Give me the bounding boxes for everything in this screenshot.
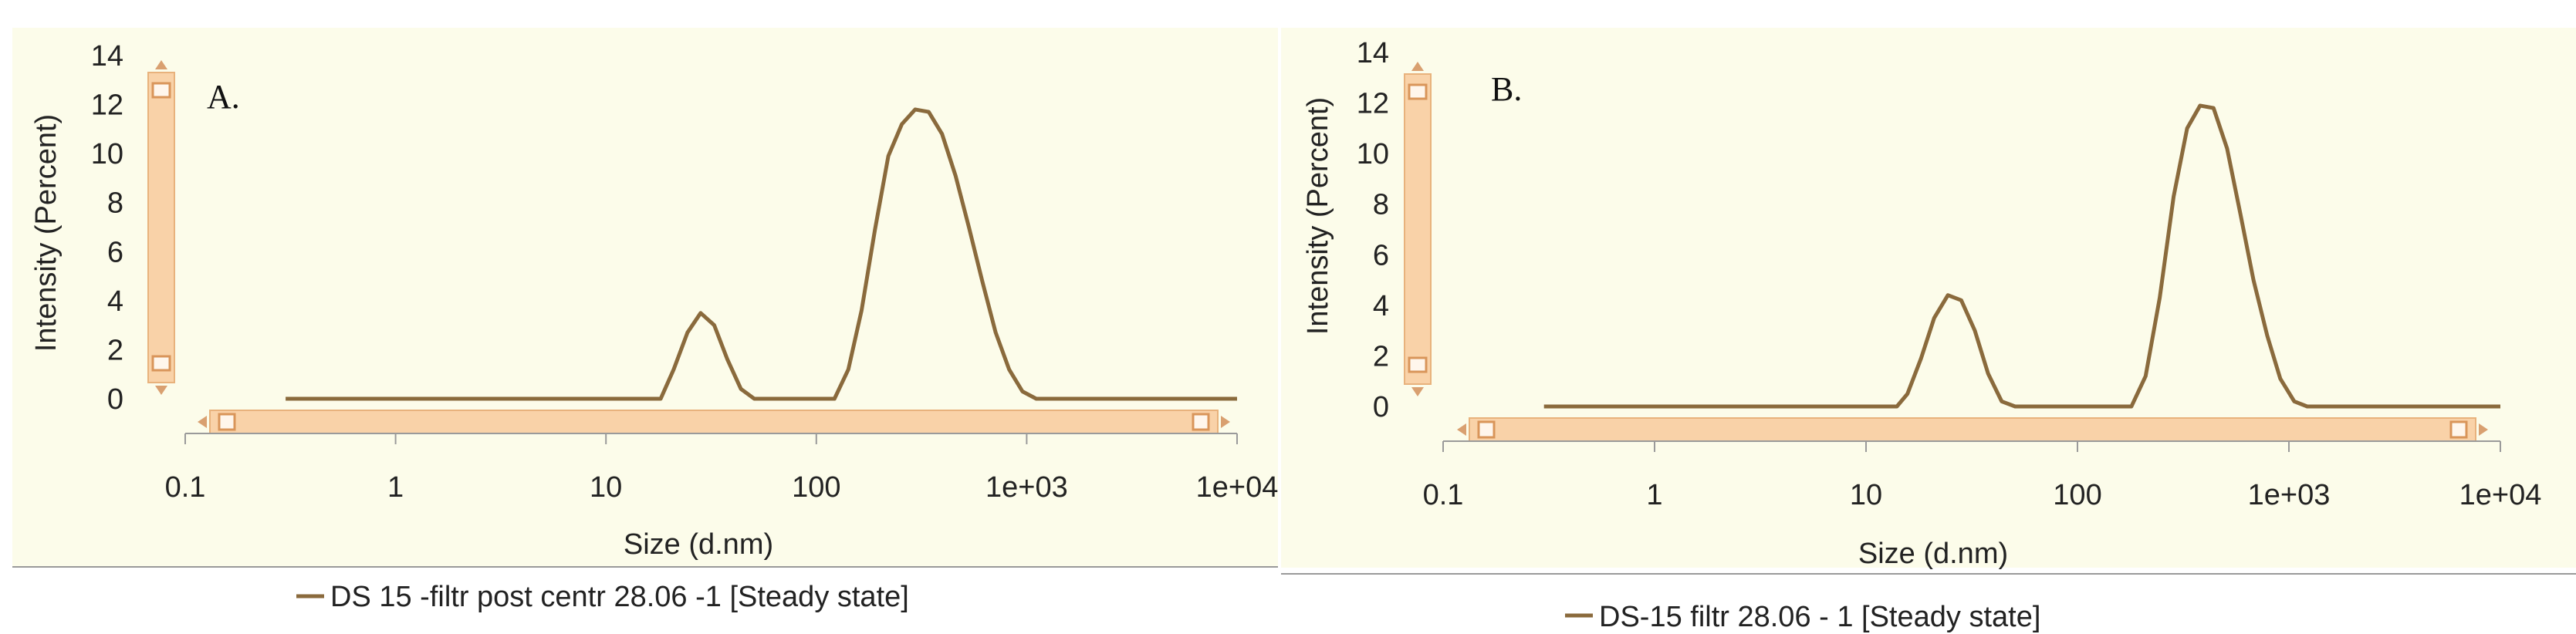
y-tick-label: 0 [107,383,123,416]
x-tick-label: 1 [387,471,404,504]
y-tick-label: 4 [1373,290,1389,322]
y-tick-label: 12 [1357,88,1389,120]
scroll-right-arrow-icon[interactable] [2479,423,2488,436]
plot-background [1281,28,2576,568]
x-axis-title: Size (d.nm) [1858,538,2008,570]
panel-label: B. [1491,70,1522,108]
scroll-left-arrow-icon[interactable] [1457,423,1466,436]
x-tick-label: 0.1 [1423,479,1464,511]
series-line [1543,103,2500,409]
scroll-down-arrow-icon[interactable] [155,386,167,395]
y-tick-label: 2 [1373,340,1389,373]
x-axis-title: Size (d.nm) [624,528,773,561]
scroll-left-arrow-icon[interactable] [198,416,207,428]
vertical-scrollbar[interactable] [1404,62,1432,396]
vertical-scrollbar-track[interactable] [1404,73,1432,385]
horizontal-scroll-handle-left[interactable] [218,413,236,431]
scroll-down-arrow-icon[interactable] [1411,387,1424,396]
vertical-scroll-handle-top[interactable] [1408,83,1428,100]
y-tick-label: 12 [91,89,123,122]
y-tick-label: 8 [1373,189,1389,221]
y-tick-label: 14 [91,40,123,73]
series-line [286,107,1237,401]
horizontal-scroll-handle-right[interactable] [2449,420,2468,439]
x-tick-label: 10 [1850,479,1882,511]
x-tick-label: 100 [2053,479,2101,511]
x-tick-label: 1 [1646,479,1662,511]
x-tick-label: 1e+04 [2459,479,2542,511]
horizontal-scrollbar-track[interactable] [209,410,1219,434]
legend-entry: DS-15 filtr 28.06 - 1 [Steady state] [1599,601,2040,633]
vertical-scrollbar-track[interactable] [147,72,175,383]
horizontal-scrollbar-track[interactable] [1469,417,2476,442]
x-tick-label: 10 [590,471,622,504]
y-tick-label: 0 [1373,391,1389,423]
y-tick-label: 6 [1373,239,1389,271]
legend-entry: DS 15 -filtr post centr 28.06 -1 [Steady… [330,581,909,613]
size-distribution-chart-b: B. Intensity (Percent) Size (d.nm) DS-15… [1281,28,2576,633]
horizontal-scrollbar[interactable] [198,410,1230,434]
chart-panel-a: A. Intensity (Percent) Size (d.nm) DS 15… [0,0,1281,634]
x-tick-label: 0.1 [165,471,206,504]
size-distribution-chart-a: A. Intensity (Percent) Size (d.nm) DS 15… [12,28,1279,613]
scroll-right-arrow-icon[interactable] [1221,416,1230,428]
x-tick-label: 100 [792,471,840,504]
y-tick-label: 8 [107,187,123,220]
horizontal-scroll-handle-left[interactable] [1477,420,1496,439]
y-tick-label: 10 [1357,138,1389,170]
x-tick-label: 1e+04 [1196,471,1279,504]
horizontal-scroll-handle-right[interactable] [1192,413,1210,431]
horizontal-scrollbar[interactable] [1457,417,2488,442]
y-tick-label: 10 [91,138,123,170]
y-tick-label: 6 [107,236,123,268]
x-tick-label: 1e+03 [985,471,1068,504]
vertical-scroll-handle-bottom[interactable] [151,355,171,372]
y-tick-label: 14 [1357,37,1389,69]
chart-panel-b: B. Intensity (Percent) Size (d.nm) DS-15… [1281,0,2576,634]
y-tick-label: 2 [107,334,123,366]
plot-background [12,28,1278,568]
y-axis-title: Intensity (Percent) [30,114,63,352]
scroll-up-arrow-icon[interactable] [1411,62,1424,71]
y-axis-title: Intensity (Percent) [1302,97,1334,335]
vertical-scroll-handle-bottom[interactable] [1408,356,1428,373]
y-tick-label: 4 [107,285,123,318]
vertical-scrollbar[interactable] [147,60,175,395]
legend: DS-15 filtr 28.06 - 1 [Steady state] [1565,601,2040,633]
x-tick-label: 1e+03 [2248,479,2331,511]
scroll-up-arrow-icon[interactable] [155,60,167,69]
legend: DS 15 -filtr post centr 28.06 -1 [Steady… [296,581,909,613]
vertical-scroll-handle-top[interactable] [151,82,171,99]
panel-label: A. [207,78,240,116]
